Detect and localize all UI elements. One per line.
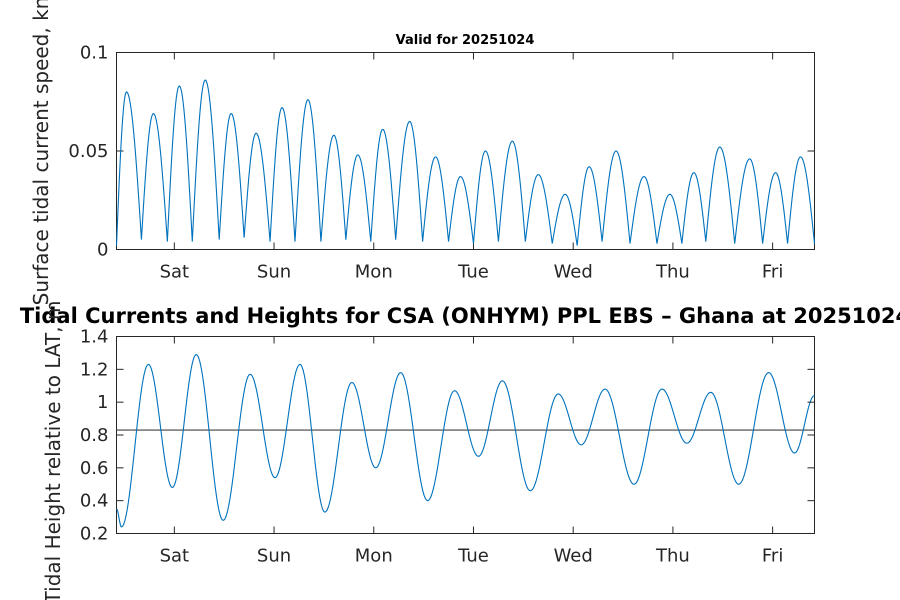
current-speed-xtick-label: Thu <box>655 262 690 283</box>
current-speed-line <box>115 79 816 246</box>
tidal-height-ytick-label: 1 <box>97 392 108 413</box>
tidal-height-xtick-label: Fri <box>762 546 783 567</box>
tidal-height-ytick-label: 0.2 <box>80 524 109 545</box>
current-speed-ytick-label: 0 <box>97 240 108 261</box>
tidal-height-ytick-label: 1.2 <box>80 359 109 380</box>
current-speed-ytick-label: 0.1 <box>80 43 109 64</box>
tidal-height-xtick-label: Tue <box>457 546 489 567</box>
tidal-height-ytick-label: 0.8 <box>80 425 109 446</box>
tidal-height-axes-box <box>116 336 815 534</box>
current-speed-xtick-label: Tue <box>457 262 489 283</box>
current-speed-ytick-label: 0.05 <box>68 141 108 162</box>
tidal-height-panel: Tidal Currents and Heights for CSA (ONHY… <box>20 301 900 600</box>
current-speed-title: Valid for 20251024 <box>396 33 535 48</box>
tidal-height-xtick-label: Sun <box>257 546 291 567</box>
tidal-height-xtick-label: Mon <box>355 546 393 567</box>
current-speed-axes-box <box>116 52 815 250</box>
tidal-height-ytick-label: 0.4 <box>80 491 109 512</box>
current-speed-xtick-label: Mon <box>355 262 393 283</box>
tidal-height-title: Tidal Currents and Heights for CSA (ONHY… <box>20 304 900 328</box>
tidal-height-xtick-label: Wed <box>554 546 593 567</box>
tidal-height-ytick-label: 1.4 <box>80 327 109 348</box>
tidal-height-ylabel: Tidal Height relative to LAT, m <box>41 301 65 600</box>
tidal-height-xtick-label: Thu <box>655 546 690 567</box>
tidal-height-line <box>116 353 815 528</box>
current-speed-ylabel: Surface tidal current speed, kn <box>29 0 53 305</box>
tidal-height-ytick-label: 0.6 <box>80 458 109 479</box>
tidal-height-xtick-label: Sat <box>160 546 190 567</box>
current-speed-panel: Valid for 20251024 Surface tidal current… <box>29 0 816 305</box>
current-speed-xtick-label: Sun <box>257 262 291 283</box>
current-speed-xtick-label: Wed <box>554 262 593 283</box>
current-speed-xtick-label: Fri <box>762 262 783 283</box>
current-speed-xtick-label: Sat <box>160 262 190 283</box>
